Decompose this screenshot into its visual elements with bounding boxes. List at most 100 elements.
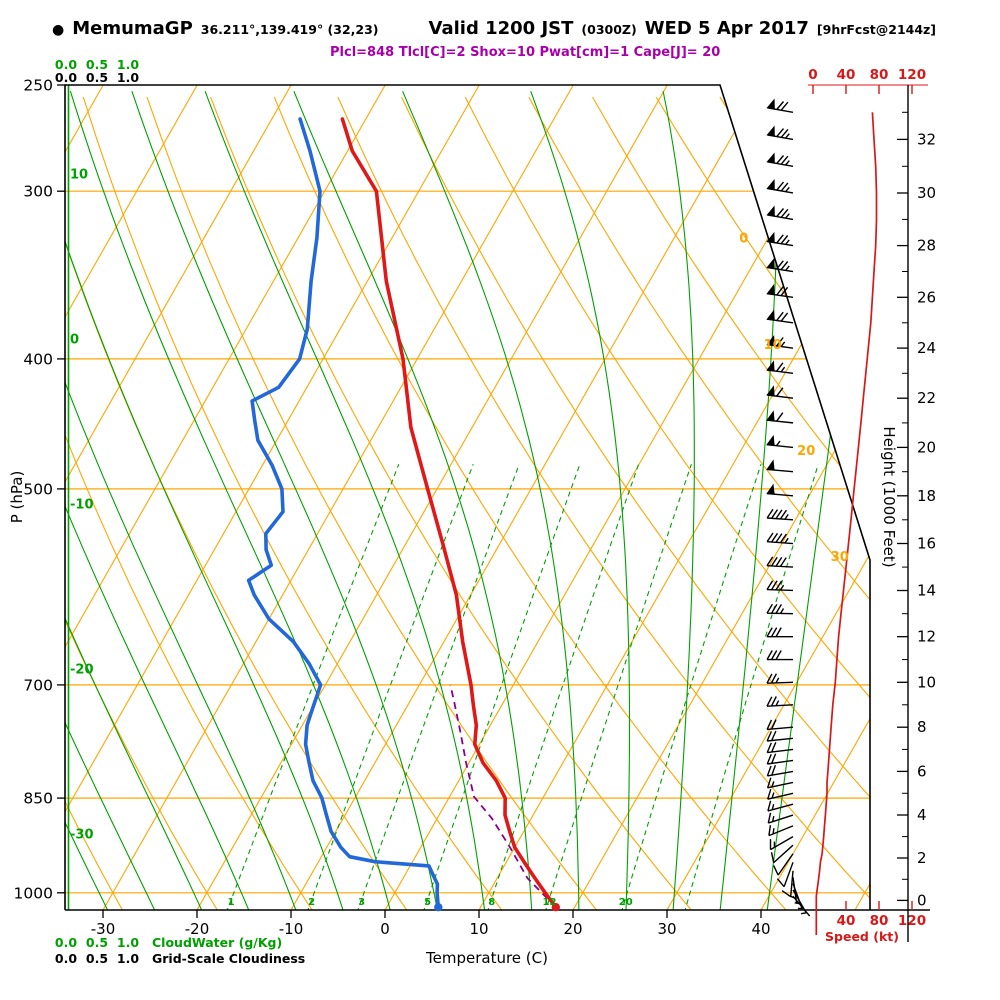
speed-tick-label-top: 0 — [808, 67, 817, 83]
cloudwater-scale-bottom: 0.0 — [55, 935, 77, 950]
wind-barb — [766, 696, 794, 707]
wind-barb — [769, 836, 794, 851]
temperature-tick-label: 10 — [469, 920, 488, 938]
cloudwater-scale-top: 0.0 — [55, 57, 77, 72]
pressure-tick-label: 700 — [23, 676, 53, 694]
cloudiness-scale-top: 0.0 — [55, 70, 77, 85]
isotherm-edge-label-right: 0 — [739, 232, 748, 247]
height-tick-label: 6 — [917, 762, 927, 780]
wind-barb — [766, 650, 794, 661]
speed-tick-label-bottom: 40 — [837, 913, 856, 929]
wind-barb — [767, 234, 794, 247]
height-tick-label: 26 — [917, 288, 936, 306]
wind-barb-flag — [766, 360, 775, 372]
cloudwater-scale-bottom: 1.0 — [117, 935, 139, 950]
height-tick-label: 16 — [917, 535, 936, 553]
wind-barb — [767, 812, 794, 824]
moist-adiabat-line — [65, 91, 298, 910]
isotherm-edge-label-right: 30 — [831, 550, 849, 565]
temperature-tick-label: -30 — [91, 920, 116, 938]
wind-barb — [766, 580, 794, 592]
wind-barb — [768, 825, 794, 837]
wind-barb-flag — [766, 434, 775, 446]
cloudiness-scale-top: 0.5 — [86, 70, 108, 85]
dry-adiabat-line — [146, 96, 600, 910]
dry-adiabat-line — [65, 96, 220, 910]
isotherm-line — [65, 85, 198, 910]
isotherm-edge-label-left: -10 — [70, 498, 94, 513]
isotherm-edge-label-right: 10 — [764, 338, 782, 353]
wind-barb — [766, 532, 794, 545]
mixing-ratio-line — [620, 464, 762, 910]
wind-barb-flag — [766, 152, 775, 164]
wind-barb — [766, 753, 794, 765]
wind-barb-flag — [766, 410, 775, 422]
wind-barb — [767, 800, 794, 812]
cloudiness-axis-label: Grid-Scale Cloudiness — [152, 951, 305, 966]
speed-tick-label-top: 80 — [870, 67, 889, 83]
moist-adiabat-line — [766, 91, 870, 910]
wind-barb-flag — [766, 309, 775, 321]
isotherm-edge-label-left: -30 — [70, 827, 94, 842]
wind-barb — [766, 603, 794, 615]
cloudwater-scale-top: 0.5 — [86, 57, 108, 72]
green-adiabat-grid — [65, 90, 870, 910]
wind-barb — [767, 260, 794, 273]
wind-barb — [767, 181, 794, 194]
mixing-ratio-label: 8 — [488, 897, 495, 908]
valid-time: Valid 1200 JST — [428, 18, 574, 39]
height-tick-label: 4 — [917, 806, 927, 824]
plot-border — [64, 84, 871, 910]
wind-barb-flag — [766, 459, 775, 471]
isotherm-line — [760, 85, 870, 910]
isotherm-edge-label-left: 0 — [70, 333, 79, 348]
isotherm-edge-label-left: -20 — [70, 662, 94, 677]
wind-barb — [766, 777, 794, 789]
temperature-curve — [340, 117, 558, 909]
speed-tick-label-bottom: 80 — [870, 913, 889, 929]
isotherm-line — [65, 85, 386, 910]
wind-barb — [766, 627, 794, 638]
isotherm-line — [384, 85, 856, 910]
cloudwater-scale-top: 1.0 — [117, 57, 139, 72]
mixing-ratio-line — [486, 464, 640, 910]
surface-temperature-dot — [551, 902, 561, 912]
moist-adiabat-line — [65, 91, 345, 910]
header-bar: ● MemumaGP 36.211°,139.419° (32,23) Vali… — [52, 18, 936, 39]
height-tick-label: 24 — [917, 339, 936, 357]
wind-barb — [773, 853, 794, 876]
isotherm-line — [65, 85, 292, 910]
dry-adiabat-line — [655, 96, 870, 910]
pressure-axis-label: P (hPa) — [8, 471, 26, 524]
mixing-ratio-line — [422, 464, 581, 910]
height-tick-label: 22 — [917, 389, 936, 407]
dry-adiabat-line — [273, 96, 789, 910]
parcel-path — [449, 684, 557, 908]
mixing-ratio-line — [306, 464, 474, 910]
wind-barb — [767, 788, 794, 800]
dry-adiabat-line — [337, 96, 870, 910]
dry-adiabat-line — [401, 96, 870, 910]
wind-barb-flag — [766, 483, 775, 495]
temperature-axis-label: Temperature (C) — [425, 949, 548, 967]
dry-adiabat-line — [82, 96, 505, 910]
mixing-ratio-label: 20 — [619, 897, 633, 908]
mixing-ratio-line — [544, 464, 692, 910]
temperature-tick-label: -10 — [279, 920, 304, 938]
speed-tick-label-top: 40 — [837, 67, 856, 83]
pressure-tick-label: 500 — [23, 480, 53, 498]
stability-indices: Plcl=848 Tlcl[C]=2 Shox=10 Pwat[cm]=1 Ca… — [330, 45, 721, 60]
mixing-ratio-label: 2 — [308, 897, 315, 908]
wind-barb — [766, 730, 794, 742]
moist-adiabat-line — [69, 91, 392, 910]
isotherm-line — [65, 85, 480, 910]
speed-axis-label: Speed (kt) — [825, 929, 899, 944]
wind-barb — [770, 844, 794, 864]
isotherm-line — [196, 85, 668, 910]
moist-adiabat-line — [662, 91, 695, 910]
dry-adiabat-line — [911, 97, 1000, 913]
cloudiness-scale-bottom: 1.0 — [117, 951, 139, 966]
moist-adiabat-line — [530, 91, 631, 910]
mixing-ratio-line — [356, 464, 520, 910]
moist-adiabat-line — [65, 91, 204, 910]
